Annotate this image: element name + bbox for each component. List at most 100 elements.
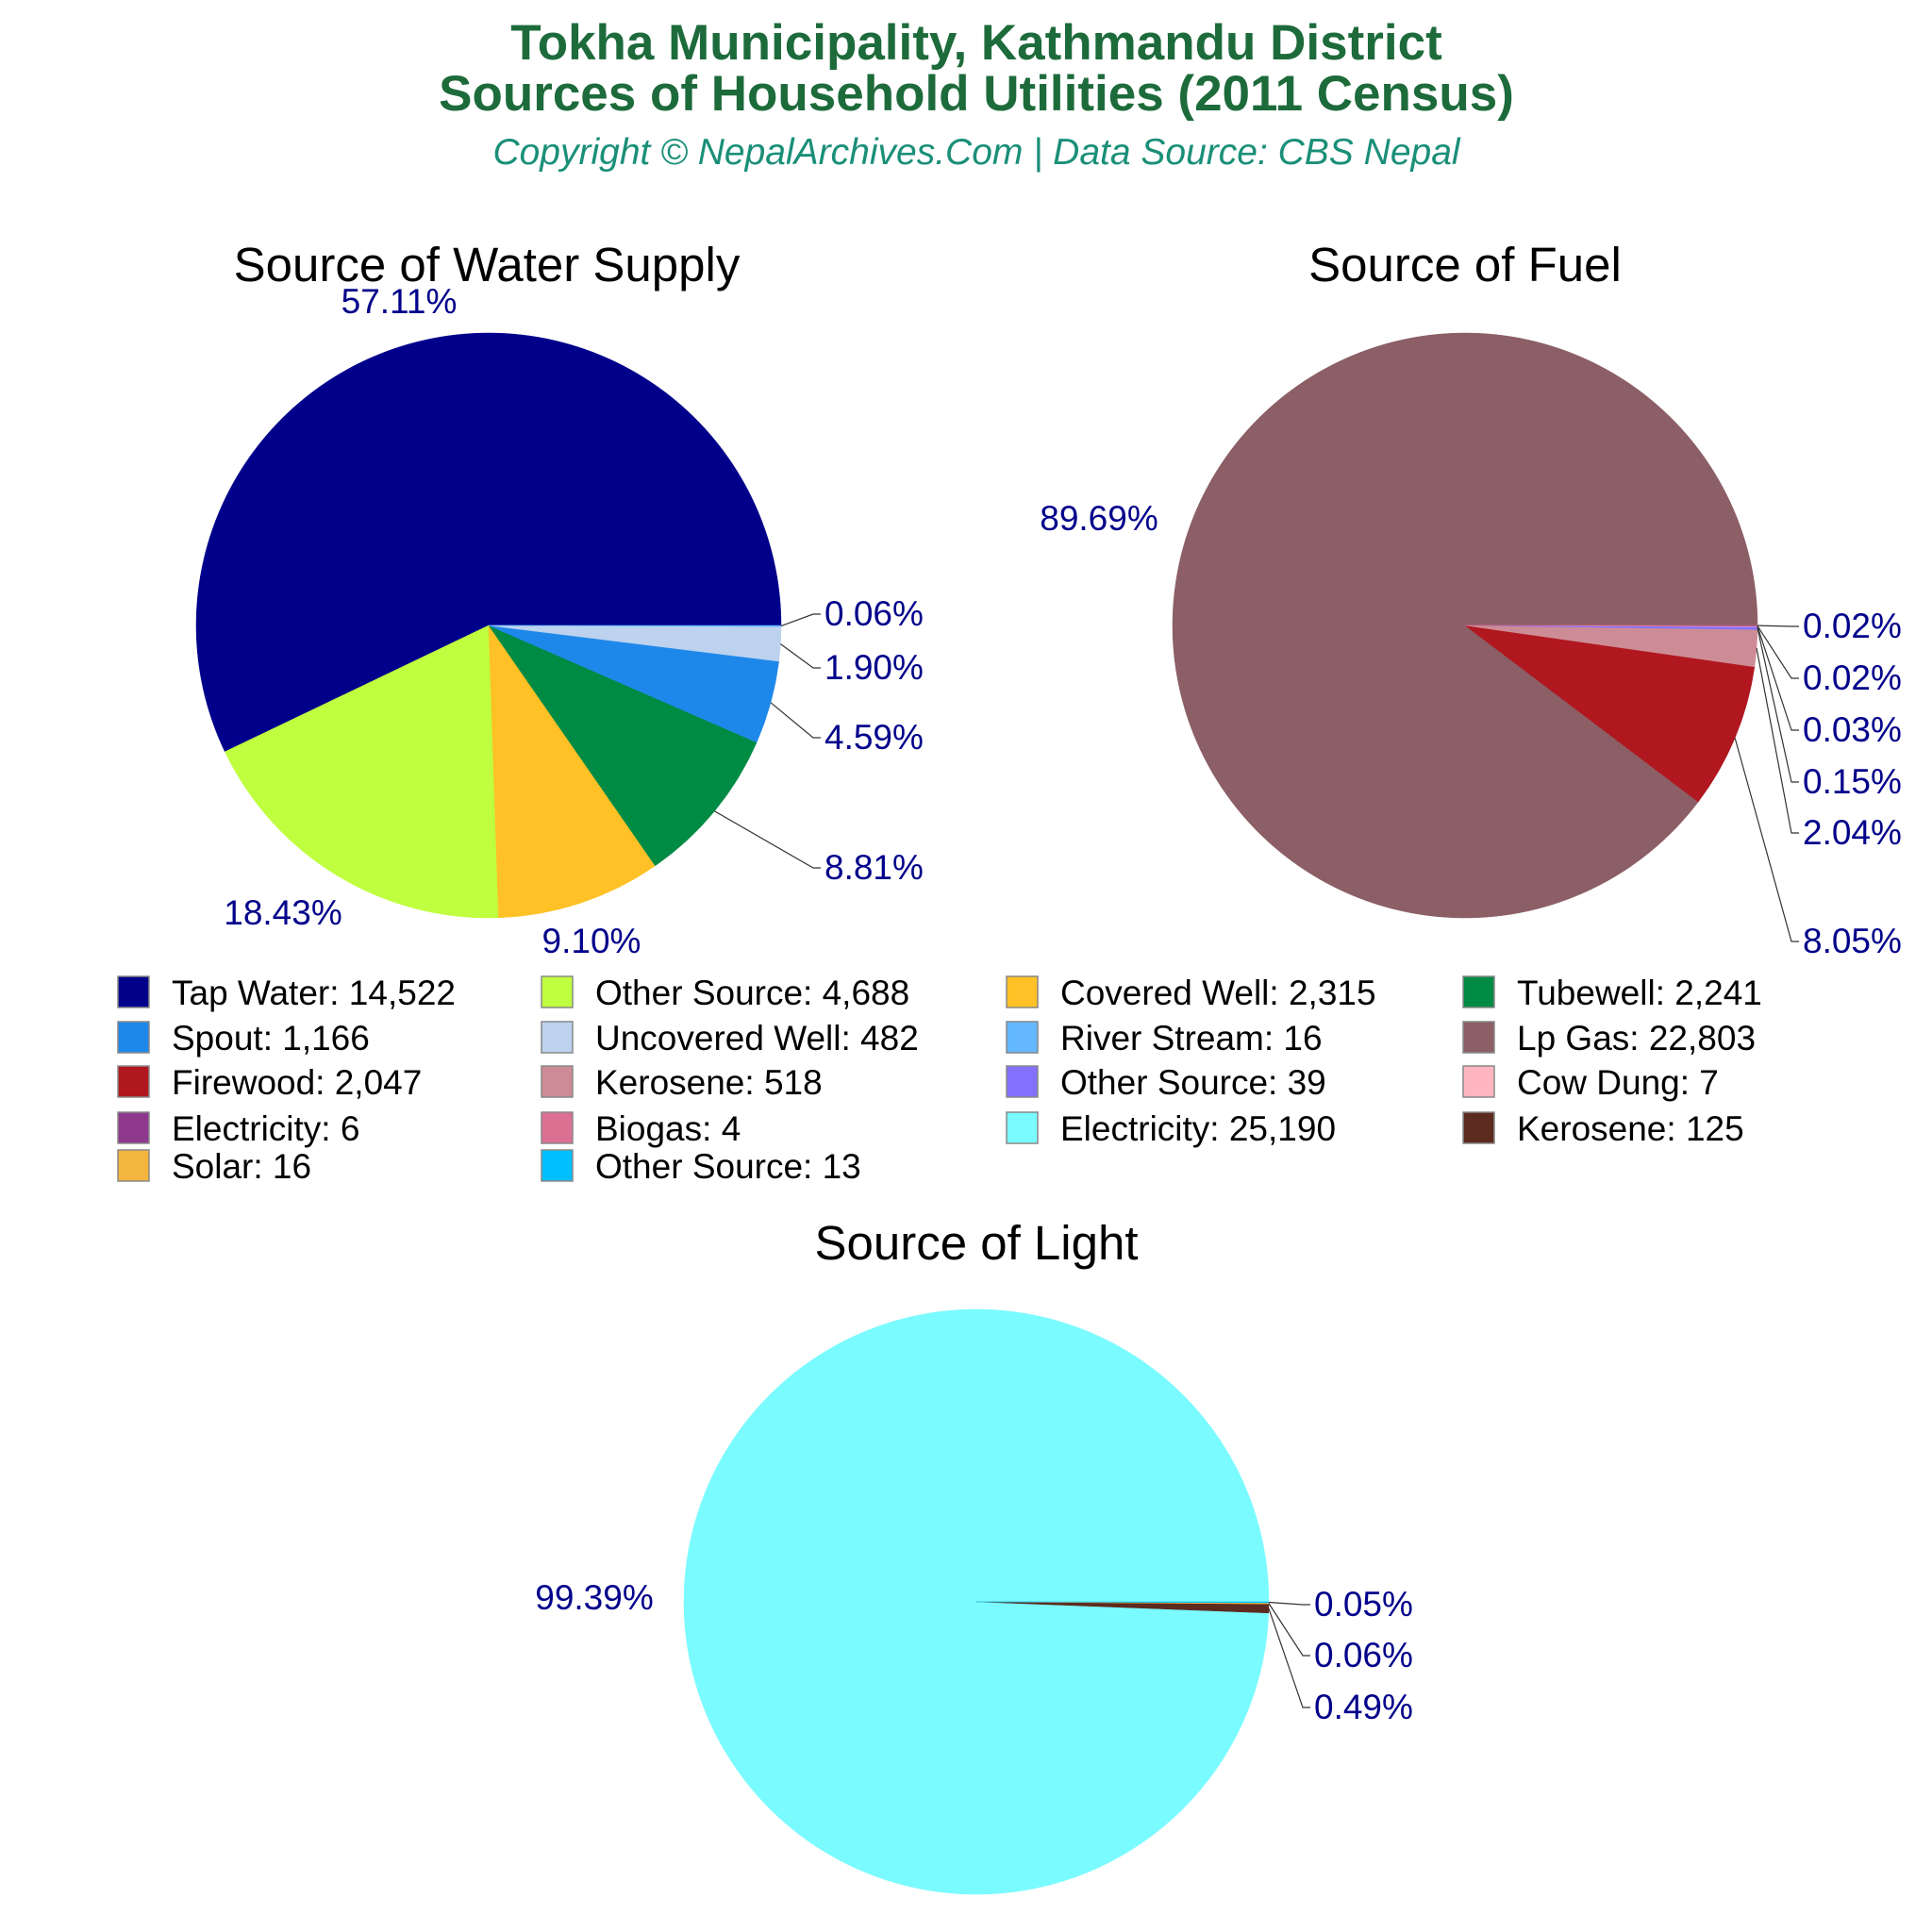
slice-label: 9.10% (542, 922, 641, 960)
legend-label: Biogas: 4 (595, 1109, 741, 1148)
copyright-text: Copyright © NepalArchives.Com | Data Sou… (492, 132, 1460, 173)
chart-title-line2: Sources of Household Utilities (2011 Cen… (439, 66, 1514, 122)
legend-item: Cow Dung: 7 (1462, 1063, 1719, 1102)
legend-item: Kerosene: 518 (541, 1063, 823, 1102)
leader-line (780, 613, 821, 627)
slice-label: 0.15% (1803, 762, 1902, 801)
leader-line (1734, 738, 1799, 942)
leader-line (1268, 1601, 1310, 1606)
legend-swatch (117, 1149, 150, 1182)
pie-light: 99.39% 0.49% 0.06% 0.05% (535, 1308, 1413, 1895)
legend-item: Other Source: 4,688 (541, 974, 909, 1012)
pie-slice-water-tap-water (195, 332, 782, 753)
legend-label: Electricity: 6 (172, 1109, 359, 1148)
legend-swatch (541, 1111, 574, 1144)
legend-item: Electricity: 6 (117, 1109, 359, 1148)
legend-label: Tap Water: 14,522 (172, 974, 456, 1012)
legend-item: Tubewell: 2,241 (1462, 974, 1762, 1012)
slice-label: 8.81% (824, 848, 924, 887)
legend-item: Spout: 1,166 (117, 1019, 370, 1058)
pie-slice-water-other-source (225, 625, 499, 919)
legend-swatch (117, 975, 150, 1008)
pie-water: 57.11% 18.43% 9.10% 8.81% 4.59% 1.90% 0.06% (195, 282, 924, 960)
legend: Tap Water: 14,522 Other Source: 4,688 Cove… (117, 974, 1762, 1186)
slice-label: 2.04% (1803, 813, 1902, 852)
pie-title-water: Source of Water Supply (234, 238, 741, 291)
slice-label: 0.05% (1314, 1585, 1413, 1624)
pie-title-light: Source of Light (814, 1216, 1138, 1270)
slice-label: 8.05% (1803, 922, 1902, 960)
legend-swatch (1462, 1111, 1495, 1144)
legend-item: Other Source: 39 (1006, 1063, 1326, 1102)
slice-label: 1.90% (824, 648, 924, 687)
legend-swatch (1462, 1065, 1495, 1098)
pie-slice-fuel-firewood (1464, 625, 1756, 803)
legend-label: Kerosene: 125 (1517, 1109, 1744, 1148)
legend-label: Covered Well: 2,315 (1060, 974, 1376, 1012)
legend-label: Electricity: 25,190 (1060, 1109, 1336, 1148)
slice-label: 0.03% (1803, 710, 1902, 749)
legend-item: Solar: 16 (117, 1147, 311, 1186)
legend-item: Tap Water: 14,522 (117, 974, 456, 1012)
legend-item: Biogas: 4 (541, 1109, 741, 1148)
slice-label: 0.02% (1803, 658, 1902, 697)
slice-label: 99.39% (535, 1578, 654, 1617)
legend-label: Other Source: 4,688 (595, 974, 909, 1012)
legend-item: Covered Well: 2,315 (1006, 974, 1376, 1012)
legend-label: Cow Dung: 7 (1517, 1063, 1719, 1102)
slice-label: 0.02% (1803, 607, 1902, 645)
leader-line (1268, 1603, 1310, 1657)
slice-label: 89.69% (1040, 499, 1158, 538)
leader-line (714, 810, 821, 869)
legend-item: Uncovered Well: 482 (541, 1019, 919, 1058)
leader-line (770, 702, 821, 739)
slice-label: 18.43% (224, 893, 342, 932)
legend-label: Lp Gas: 22,803 (1517, 1019, 1756, 1058)
legend-swatch (1462, 975, 1495, 1008)
legend-label: Kerosene: 518 (595, 1063, 823, 1102)
legend-label: River Stream: 16 (1060, 1019, 1323, 1058)
legend-label: Tubewell: 2,241 (1517, 974, 1762, 1012)
legend-swatch (541, 975, 574, 1008)
legend-swatch (1462, 1021, 1495, 1054)
slice-label: 0.06% (824, 594, 924, 633)
leader-line (1757, 625, 1799, 679)
leader-line (1268, 1607, 1310, 1708)
legend-label: Uncovered Well: 482 (595, 1019, 919, 1058)
leader-line (1757, 625, 1799, 731)
legend-item: Kerosene: 125 (1462, 1109, 1744, 1148)
leader-line (1757, 625, 1799, 627)
legend-label: Solar: 16 (172, 1147, 311, 1186)
legend-label: Spout: 1,166 (172, 1019, 370, 1058)
legend-item: River Stream: 16 (1006, 1019, 1323, 1058)
legend-swatch (541, 1149, 574, 1182)
legend-label: Firewood: 2,047 (172, 1063, 422, 1102)
leader-line (1756, 647, 1799, 834)
pie-slice-water-covered-well (488, 625, 656, 919)
legend-swatch (117, 1065, 150, 1098)
legend-swatch (117, 1111, 150, 1144)
legend-swatch (541, 1065, 574, 1098)
chart-title-line1: Tokha Municipality, Kathmandu District (510, 15, 1441, 71)
legend-swatch (1006, 975, 1039, 1008)
legend-item: Other Source: 13 (541, 1147, 861, 1186)
legend-swatch (1006, 1021, 1039, 1054)
leader-line (780, 643, 821, 669)
legend-swatch (541, 1021, 574, 1054)
pie-fuel: 89.69% 8.05% 2.04% 0.15% 0.03% 0.02% 0.02% (1040, 332, 1902, 960)
slice-label: 0.06% (1314, 1636, 1413, 1674)
legend-swatch (1006, 1111, 1039, 1144)
slice-label: 4.59% (824, 718, 924, 757)
pie-title-fuel: Source of Fuel (1308, 238, 1622, 291)
legend-label: Other Source: 13 (595, 1147, 861, 1186)
legend-swatch (1006, 1065, 1039, 1098)
legend-item: Electricity: 25,190 (1006, 1109, 1336, 1148)
slice-label: 0.49% (1314, 1688, 1413, 1726)
legend-item: Lp Gas: 22,803 (1462, 1019, 1756, 1058)
slice-label: 57.11% (341, 282, 458, 321)
legend-item: Firewood: 2,047 (117, 1063, 422, 1102)
legend-label: Other Source: 39 (1060, 1063, 1326, 1102)
legend-swatch (117, 1021, 150, 1054)
leader-line (1757, 627, 1799, 783)
